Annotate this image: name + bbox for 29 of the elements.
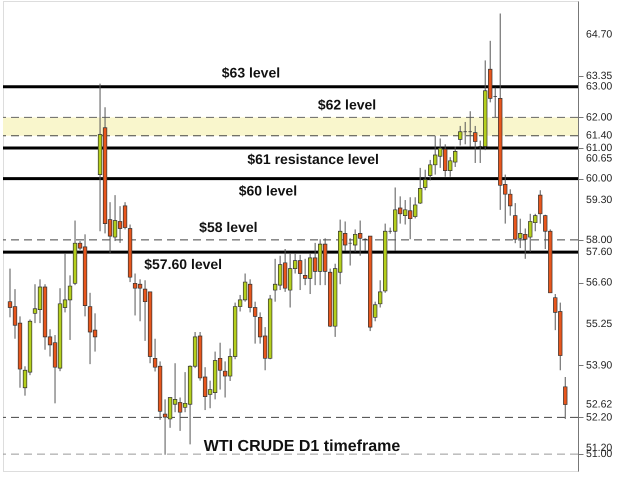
candlestick <box>418 167 422 205</box>
y-tick-label: 57.60 <box>586 246 612 258</box>
candlestick <box>473 125 478 164</box>
y-tick-label: 60.65 <box>586 152 612 165</box>
y-tick-label: 60.00 <box>586 172 612 185</box>
y-tick-label: 59.30 <box>586 194 612 206</box>
annotation: WTI CRUDE D1 timeframe <box>204 438 400 455</box>
candlestick <box>538 190 542 224</box>
y-tick-label: 53.90 <box>586 359 612 372</box>
ref-line-label: $58 level <box>199 218 258 235</box>
candlestick <box>378 280 382 308</box>
ref-line-label: $63 level <box>222 64 280 81</box>
y-tick-label: 63.35 <box>586 70 612 82</box>
y-tick-label: 58.00 <box>586 234 612 246</box>
y-tick-label: 62.00 <box>586 111 612 124</box>
y-tick-label: 63.00 <box>586 80 612 93</box>
candlestick <box>563 376 568 420</box>
y-tick-label: 52.20 <box>586 411 612 424</box>
ref-line-label: $60 level <box>238 182 298 199</box>
y-tick-label: 61.00 <box>586 142 612 154</box>
y-tick-label: 64.70 <box>586 28 612 41</box>
ref-line-label: $62 level <box>318 96 376 112</box>
ref-line-label: $57.60 level <box>144 256 222 272</box>
y-tick-label: 55.25 <box>586 318 612 330</box>
y-tick-label: 56.60 <box>586 276 612 289</box>
ref-line-label: $61 resistance level <box>247 150 379 167</box>
y-tick-label: 52.62 <box>586 398 612 411</box>
candlestick <box>423 169 428 191</box>
y-tick-label: 61.40 <box>586 130 612 142</box>
